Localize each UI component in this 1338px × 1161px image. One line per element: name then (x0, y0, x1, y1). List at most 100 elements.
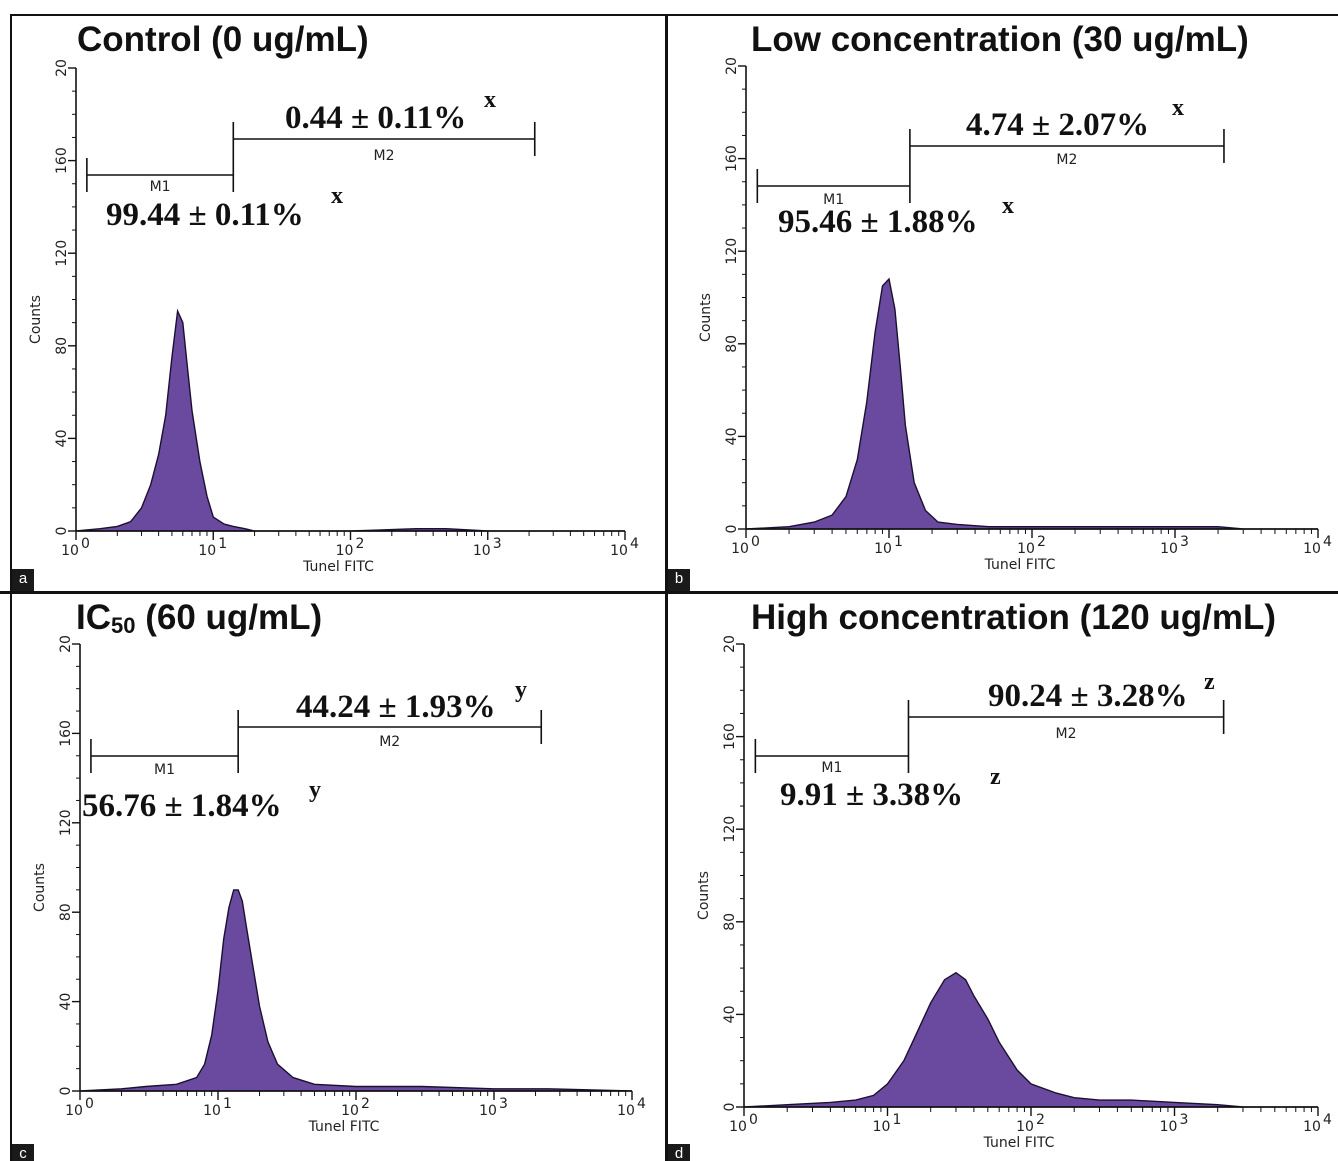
x-tick-label: 10 (341, 1103, 359, 1119)
x-axis-label: Tunel FITC (308, 1119, 380, 1135)
y-tick-label: 120 (54, 240, 70, 267)
x-tick-label: 10 (729, 1119, 747, 1135)
y-axis-label: Counts (698, 293, 714, 342)
y-axis-label: Counts (28, 295, 44, 344)
x-tick-exponent: 2 (1036, 1112, 1045, 1128)
y-tick-label: 160 (722, 723, 738, 750)
x-tick-label: 10 (874, 541, 892, 557)
y-tick-label: 80 (724, 335, 740, 353)
x-tick-exponent: 3 (1180, 1112, 1189, 1128)
x-tick-exponent: 2 (361, 1096, 370, 1112)
y-tick-label: 20 (58, 635, 74, 653)
x-axis-label: Tunel FITC (984, 557, 1056, 573)
x-tick-label: 10 (61, 543, 79, 559)
y-tick-label: 80 (54, 337, 70, 355)
panel-title: High concentration (120 ug/mL) (751, 598, 1277, 637)
m2-marker-label: M2 (379, 734, 400, 750)
m2-stat: 0.44 ± 0.11% (285, 100, 467, 136)
x-tick-label: 10 (65, 1103, 83, 1119)
m2-significance-letter: x (1172, 95, 1184, 121)
y-tick-label: 0 (54, 527, 70, 536)
y-tick-label: 0 (724, 525, 740, 534)
panel-d: 10 0 10 1 10 2 10 3 10 4 0 40 80 120 160 20 Tunel FITC Co… (668, 594, 1338, 1161)
y-axis-label: Counts (696, 871, 712, 920)
x-tick-label: 10 (1016, 1119, 1034, 1135)
x-axis-label: Tunel FITC (302, 559, 374, 575)
figure-frame-left (10, 14, 12, 1161)
m1-stat: 56.76 ± 1.84% (82, 788, 282, 824)
m1-significance-letter: y (309, 777, 321, 803)
y-tick-label: 40 (724, 427, 740, 445)
m1-significance-letter: x (1002, 193, 1014, 219)
panel-divider-vertical (665, 14, 668, 1161)
x-tick-exponent: 0 (749, 1112, 758, 1128)
panel-title: Low concentration (30 ug/mL) (751, 20, 1249, 59)
histogram-area (745, 277, 1318, 530)
panel-title: IC50 (60 ug/mL) (76, 598, 323, 638)
y-tick-label: 0 (722, 1103, 738, 1112)
m1-marker-label: M1 (154, 762, 175, 778)
m2-significance-letter: z (1204, 669, 1215, 695)
m1-significance-letter: x (331, 183, 343, 209)
y-tick-label: 80 (58, 903, 74, 921)
histogram-area (743, 971, 1318, 1108)
x-tick-label: 10 (336, 543, 354, 559)
x-tick-label: 10 (198, 543, 216, 559)
figure-frame-top (10, 14, 1338, 16)
panel-divider-horizontal (0, 591, 1338, 594)
y-tick-label: 80 (722, 913, 738, 931)
histogram-area (79, 889, 633, 1092)
x-tick-exponent: 3 (1180, 534, 1189, 550)
x-tick-exponent: 0 (751, 534, 760, 550)
m1-stat: 99.44 ± 0.11% (106, 197, 304, 233)
panel-c: 10 0 10 1 10 2 10 3 10 4 0 40 80 120 160 20 Tunel FITC Co… (12, 594, 665, 1161)
m2-significance-letter: x (484, 87, 496, 113)
x-tick-exponent: 1 (218, 536, 227, 552)
x-axis-label: Tunel FITC (983, 1135, 1055, 1151)
panel-a: 10 0 10 1 10 2 10 3 10 4 0 40 80 120 160 20 Tunel FITC Co… (12, 16, 665, 591)
m1-marker-label: M1 (823, 192, 844, 208)
m2-marker-label: M2 (374, 148, 395, 164)
panel-b: 10 0 10 1 10 2 10 3 10 4 0 40 80 120 160 20 Tunel FITC Co… (668, 16, 1338, 591)
y-axis-label: Counts (32, 863, 48, 912)
x-tick-exponent: 0 (85, 1096, 94, 1112)
y-tick-label: 120 (722, 816, 738, 843)
x-tick-label: 10 (731, 541, 749, 557)
m1-stat: 95.46 ± 1.88% (778, 204, 978, 240)
x-tick-exponent: 4 (630, 536, 639, 552)
panel-letter: a (12, 569, 34, 591)
x-tick-label: 10 (1160, 1119, 1178, 1135)
panel-title: Control (0 ug/mL) (77, 20, 369, 59)
x-tick-label: 10 (479, 1103, 497, 1119)
x-tick-exponent: 3 (493, 536, 502, 552)
x-tick-exponent: 4 (1323, 1112, 1332, 1128)
y-tick-label: 40 (54, 429, 70, 447)
y-tick-label: 160 (54, 147, 70, 174)
y-tick-label: 120 (724, 238, 740, 265)
m2-marker-label: M2 (1056, 726, 1077, 742)
panel-letter: b (668, 569, 690, 591)
x-tick-label: 10 (873, 1119, 891, 1135)
y-tick-label: 120 (58, 809, 74, 836)
y-tick-label: 40 (58, 993, 74, 1011)
x-tick-label: 10 (1017, 541, 1035, 557)
x-tick-exponent: 1 (894, 534, 903, 550)
m1-stat: 9.91 ± 3.38% (780, 777, 964, 813)
x-tick-exponent: 2 (356, 536, 365, 552)
x-tick-label: 10 (617, 1103, 635, 1119)
y-tick-label: 40 (722, 1005, 738, 1023)
x-tick-exponent: 3 (499, 1096, 508, 1112)
x-tick-exponent: 0 (81, 536, 90, 552)
m1-marker-label: M1 (821, 760, 842, 776)
m2-stat: 4.74 ± 2.07% (966, 107, 1150, 143)
histogram-area (75, 308, 625, 532)
y-tick-label: 20 (724, 57, 740, 75)
panel-letter: c (12, 1144, 34, 1161)
m1-significance-letter: z (990, 764, 1001, 790)
m2-stat: 90.24 ± 3.28% (988, 678, 1188, 714)
y-tick-label: 0 (58, 1087, 74, 1096)
